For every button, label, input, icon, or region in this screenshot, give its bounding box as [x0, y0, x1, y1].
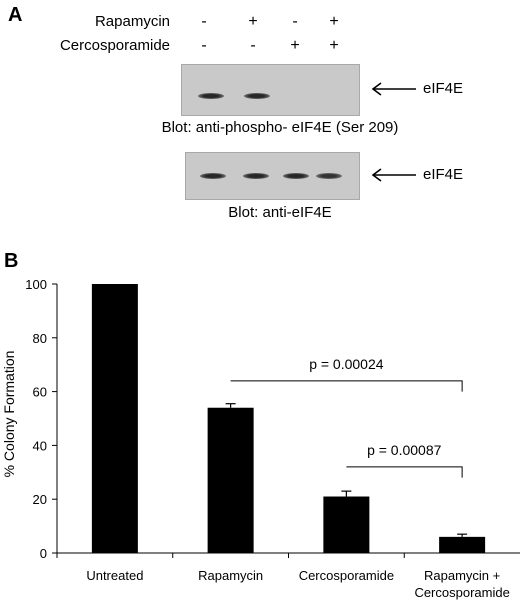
arrow-left-icon: [371, 167, 417, 188]
total-band-label: eIF4E: [423, 166, 464, 183]
blot-band: [198, 93, 224, 99]
p-value-label: p = 0.00024: [309, 356, 384, 372]
x-tick-label: Cercosporamide: [299, 568, 394, 583]
x-tick-label: Untreated: [86, 568, 143, 583]
y-tick-label: 20: [33, 492, 47, 507]
y-tick-label: 0: [40, 546, 47, 561]
blot-band: [283, 173, 309, 179]
treatment-label-rapamycin: Rapamycin: [94, 13, 170, 30]
blot-band: [244, 93, 270, 99]
y-tick-label: 60: [33, 385, 47, 400]
blot-band: [316, 173, 342, 179]
sign-rapamycin-lane4: +: [329, 13, 339, 30]
phospho-blot-caption: Blot: anti-phospho- eIF4E (Ser 209): [161, 119, 399, 136]
blot-band: [200, 173, 226, 179]
treatment-label-cercosporamide: Cercosporamide: [59, 37, 170, 54]
y-tick-label: 100: [25, 277, 47, 292]
arrow-left-icon: [371, 81, 417, 102]
sign-cercosporamide-lane3: +: [290, 37, 300, 54]
x-tick-label: Rapamycin +: [424, 568, 500, 583]
bar: [439, 536, 486, 553]
y-tick-label: 80: [33, 331, 47, 346]
x-tick-label: Rapamycin: [198, 568, 263, 583]
phospho-eif4e-blot-image: [181, 64, 360, 116]
significance-bracket: [346, 466, 463, 478]
bar: [91, 284, 138, 553]
p-value-label: p = 0.00087: [367, 442, 442, 458]
sign-rapamycin-lane2: +: [248, 13, 258, 30]
total-blot-caption: Blot: anti-eIF4E: [228, 204, 332, 221]
panel-a-label: A: [8, 4, 23, 26]
significance-bracket: [230, 380, 463, 392]
bar: [207, 407, 254, 553]
phospho-band-label: eIF4E: [423, 80, 464, 97]
sign-rapamycin-lane3: -: [292, 13, 298, 30]
x-tick-label: Cercosporamide: [414, 585, 509, 600]
sign-cercosporamide-lane1: -: [201, 37, 207, 54]
total-eif4e-blot-image: [185, 152, 360, 200]
panel-b-label: B: [4, 250, 19, 272]
sign-cercosporamide-lane2: -: [250, 37, 256, 54]
y-axis-title: % Colony Formation: [1, 351, 17, 478]
sign-cercosporamide-lane4: +: [329, 37, 339, 54]
blot-band: [243, 173, 269, 179]
y-tick-label: 40: [33, 438, 47, 453]
bar: [323, 496, 370, 553]
sign-rapamycin-lane1: -: [201, 13, 207, 30]
